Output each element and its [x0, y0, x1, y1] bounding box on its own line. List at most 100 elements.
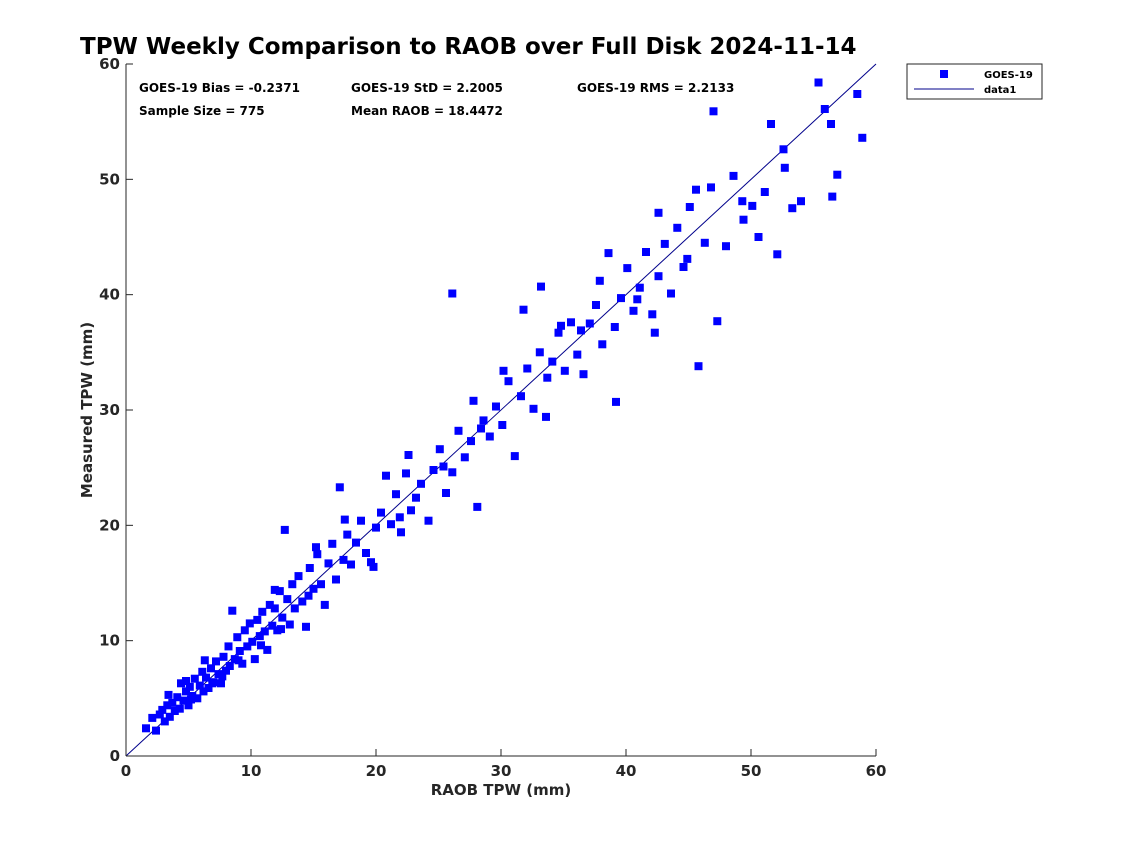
scatter-point [164, 690, 173, 699]
scatter-point [185, 682, 194, 691]
scatter-point [635, 283, 644, 292]
scatter-point [352, 538, 360, 547]
scatter-point [208, 679, 217, 688]
y-tick-label: 0 [110, 747, 120, 765]
scatter-point [754, 233, 763, 241]
scatter-point [648, 310, 657, 319]
scatter-point [397, 528, 405, 537]
scatter-point [454, 426, 463, 435]
scatter-point [673, 223, 682, 232]
scatter-point [324, 559, 333, 568]
scatter-point [707, 183, 715, 192]
y-tick-label: 20 [99, 516, 120, 534]
scatter-point [760, 188, 769, 196]
scatter-point [168, 698, 177, 707]
scatter-point [858, 133, 867, 142]
scatter-point [709, 107, 718, 116]
scatter-point [713, 317, 722, 326]
scatter-point [190, 674, 199, 683]
scatter-point [773, 250, 782, 259]
scatter-point [255, 632, 264, 641]
scatter-point [158, 705, 167, 714]
scatter-point [377, 508, 385, 517]
scatter-point [367, 558, 375, 567]
scatter-point [224, 642, 233, 651]
scatter-point [442, 489, 450, 497]
scatter-point [294, 572, 303, 581]
scatter-point [660, 239, 669, 248]
scatter-point [820, 105, 829, 113]
scatter-point [510, 452, 519, 461]
scatter-point [573, 350, 582, 359]
scatter-point [163, 701, 172, 710]
scatter-point [260, 627, 269, 636]
scatter-point [492, 402, 500, 411]
stat-rms: GOES-19 RMS = 2.2133 [577, 81, 734, 95]
legend-label-data1: data1 [984, 85, 1016, 96]
scatter-point [404, 451, 413, 459]
scatter-point [579, 370, 588, 379]
scatter-point [328, 539, 337, 548]
scatter-point [439, 462, 448, 471]
scatter-point [187, 695, 195, 704]
scatter-point [250, 655, 259, 664]
scatter-point [357, 516, 365, 525]
scatter-point [473, 502, 482, 511]
x-axis-label: RAOB TPW (mm) [431, 781, 572, 799]
scatter-point [504, 377, 513, 386]
scatter-point [369, 562, 378, 571]
scatter-point [225, 662, 234, 670]
scatter-point [372, 523, 380, 532]
scatter-point [523, 364, 532, 373]
scatter-point [700, 238, 709, 247]
scatter-point [499, 366, 508, 375]
scatter-point [265, 600, 274, 609]
scatter-point [542, 412, 550, 421]
scatter-point [667, 289, 675, 298]
scatter-point [280, 525, 289, 534]
scatter-point [270, 585, 279, 594]
scatter-point [155, 710, 164, 719]
scatter-point [554, 328, 563, 337]
scatter-point [268, 621, 277, 630]
scatter-point [195, 681, 204, 690]
scatter-point [595, 276, 604, 285]
scatter-point [519, 305, 528, 314]
scatter-point [240, 626, 249, 635]
scatter-point [529, 404, 538, 413]
scatter-point [612, 397, 620, 406]
scatter-point [392, 490, 400, 499]
scatter-point [243, 642, 252, 651]
scatter-point [193, 694, 202, 703]
scatter-point [182, 677, 190, 685]
scatter-point [592, 301, 600, 309]
scatter-point [779, 145, 788, 154]
scatter-point [263, 645, 272, 654]
scatter-point [424, 516, 433, 525]
scatter-point [417, 479, 425, 488]
scatter-point [258, 607, 267, 616]
scatter-point [412, 493, 420, 502]
stat-mean-raob: Mean RAOB = 18.4472 [351, 104, 503, 118]
scatter-point [313, 550, 322, 559]
chart-title: TPW Weekly Comparison to RAOB over Full … [80, 34, 857, 60]
data-marks [125, 63, 877, 757]
scatter-point [448, 289, 457, 298]
scatter-point [633, 295, 642, 304]
scatter-point [650, 328, 659, 337]
x-axis-ticks: 0 10 20 30 40 50 60 [121, 749, 886, 780]
scatter-point [362, 549, 370, 557]
scatter-point [788, 204, 797, 213]
scatter-point [429, 466, 438, 474]
scatter-point [479, 416, 488, 425]
scatter-point [207, 664, 215, 673]
scatter-point [748, 201, 757, 210]
scatter-point [402, 469, 410, 478]
scatter-point [448, 468, 457, 477]
scatter-point [235, 647, 244, 655]
legend-label-goes19: GOES-19 [984, 70, 1033, 81]
scatter-point [173, 693, 182, 702]
scatter-point [309, 584, 318, 593]
scatter-point [692, 185, 700, 194]
